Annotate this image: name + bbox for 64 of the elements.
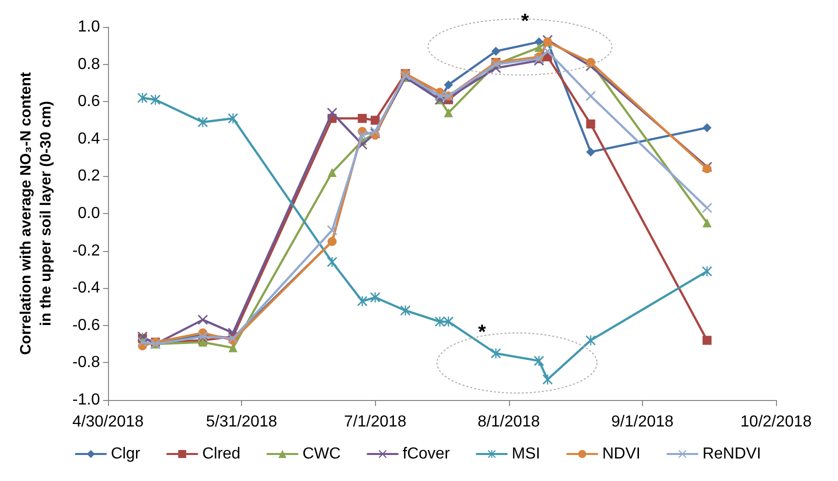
y-tick-label: -0.8 [72,354,100,372]
point [327,225,338,236]
x-tick-label: 9/1/2018 [611,414,674,430]
point [198,332,208,342]
x-tick-label: 7/1/2018 [344,414,406,430]
point [586,147,596,156]
x-tick-label: 4/30/2018 [72,414,144,430]
y-tick-label: 1.0 [78,18,100,36]
legend-label: NDVI [602,446,640,462]
point [358,114,367,123]
point [400,305,410,316]
y-tick-label: -0.4 [72,280,100,297]
point [702,123,712,132]
point [357,130,368,140]
point [198,117,208,128]
point [444,108,453,118]
point [443,316,454,327]
point [370,292,380,302]
legend-label: CWC [302,446,341,462]
point [702,336,712,345]
legend-label: Clgr [110,446,141,462]
point [228,113,238,124]
point [586,91,596,102]
point [702,164,712,174]
point [150,94,160,105]
point [370,116,380,125]
point [490,348,501,358]
x-tick-label: 5/31/2018 [206,414,278,430]
legend-label: Clred [202,446,240,462]
y-axis-title: Correlation with average NO₃-N content in the upper soil layer (0-30 cm) [18,72,54,355]
point [586,119,596,128]
point [534,37,544,46]
y-tick-label: -0.2 [72,242,100,260]
legend-label: MSI [512,446,540,462]
point [702,218,712,228]
x-tick-label: 8/1/2018 [478,414,540,430]
point [491,46,500,56]
legend-label: fCover [402,446,450,462]
point [586,335,596,346]
point [542,46,553,56]
point [444,80,453,90]
point [534,356,544,366]
point [702,202,712,213]
y-tick-label: -1.0 [72,392,100,408]
annotation: * [521,10,530,33]
y-tick-label: 0.8 [78,56,100,73]
point [542,374,553,384]
point [357,296,368,306]
point [434,316,445,327]
y-tick-label: -0.6 [72,316,100,334]
x-tick-label: 10/2/2018 [740,414,812,430]
point [327,256,338,267]
y-tick-label: 0.0 [78,205,100,222]
point [327,108,338,118]
y-tick-label: 0.2 [78,168,100,185]
point [702,266,712,276]
y-tick-label: 0.4 [78,130,100,148]
legend-label: ReNDVI [702,446,762,462]
annotation: * [478,322,486,344]
point [198,314,208,325]
point [137,337,148,348]
point [328,168,337,177]
point [137,92,148,103]
y-tick-label: 0.6 [78,93,100,110]
